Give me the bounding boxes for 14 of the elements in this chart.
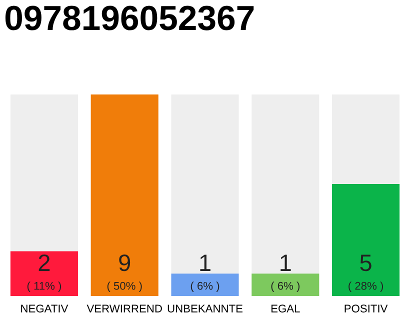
x-tick-label: POSITIV <box>344 304 388 312</box>
data-label: 1 ( 6% ) <box>271 254 300 292</box>
x-tick-label: NEGATIV <box>21 304 68 312</box>
bar <box>171 274 239 296</box>
x-tick-label: VERWIRREND <box>86 304 162 312</box>
bar <box>10 251 78 296</box>
bar <box>252 274 320 296</box>
data-label: 5 ( 28% ) <box>348 254 383 292</box>
chart-title: 0978196052367 <box>5 6 254 30</box>
data-label: 1 ( 6% ) <box>190 254 220 292</box>
data-label: 2 ( 11% ) <box>27 254 62 292</box>
data-label: 9 ( 50% ) <box>107 254 142 292</box>
x-tick-label: EGAL <box>271 304 300 312</box>
x-tick-label: UNBEKANNTE <box>168 304 242 312</box>
